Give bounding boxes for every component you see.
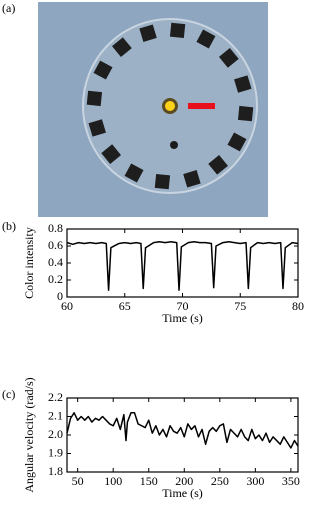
y-tick-label: 0.4 bbox=[48, 255, 63, 269]
y-tick-label: 2.0 bbox=[48, 427, 63, 441]
magnet bbox=[169, 22, 186, 39]
y-tick-label: 0.8 bbox=[48, 221, 63, 235]
magnet bbox=[112, 37, 132, 58]
plot-frame bbox=[66, 397, 299, 473]
magnet bbox=[237, 105, 254, 122]
magnet bbox=[154, 173, 171, 190]
y-axis-label: Angular velocity (rad/s) bbox=[22, 377, 36, 492]
x-tick-label: 200 bbox=[175, 474, 193, 488]
x-tick-label: 60 bbox=[61, 299, 73, 313]
panel-label: (c) bbox=[2, 387, 15, 401]
panel-label: (b) bbox=[2, 219, 16, 233]
magnets bbox=[86, 22, 254, 190]
y-tick-label: 1.9 bbox=[48, 445, 63, 459]
scale-bar bbox=[188, 103, 215, 109]
magnet bbox=[86, 90, 103, 107]
x-tick-label: 250 bbox=[211, 474, 229, 488]
figure: (a) (b) 0 0.2 0.4 0.6 0.8 60 65 70 75 80 Time (s) Co… bbox=[2, 1, 304, 500]
y-axis-label: Color intensity bbox=[22, 227, 36, 299]
x-tick-label: 65 bbox=[119, 299, 131, 313]
magnet bbox=[139, 24, 157, 42]
magnet bbox=[196, 29, 216, 49]
x-tick-label: 80 bbox=[292, 299, 304, 313]
x-tick-label: 100 bbox=[104, 474, 122, 488]
y-tick-label: 0.6 bbox=[48, 238, 63, 252]
x-tick-label: 75 bbox=[234, 299, 246, 313]
plot-frame bbox=[66, 228, 299, 298]
magnet bbox=[88, 119, 106, 137]
y-tick-label: 0.2 bbox=[48, 272, 63, 286]
dot bbox=[170, 141, 178, 149]
x-tick-label: 150 bbox=[140, 474, 158, 488]
y-tick-label: 0 bbox=[57, 289, 63, 303]
magnet bbox=[93, 60, 113, 80]
data-line bbox=[66, 241, 299, 291]
x-tick-label: 350 bbox=[282, 474, 300, 488]
data-line bbox=[66, 412, 299, 449]
magnet bbox=[218, 48, 239, 68]
x-tick-label: 50 bbox=[72, 474, 84, 488]
panel-label: (a) bbox=[2, 1, 15, 15]
y-tick-label: 2.2 bbox=[48, 390, 63, 404]
magnet bbox=[183, 170, 201, 188]
magnet bbox=[227, 132, 247, 152]
magnet bbox=[101, 144, 122, 164]
magnet bbox=[208, 154, 228, 175]
photo bbox=[38, 2, 268, 217]
magnet bbox=[234, 75, 252, 93]
magnet bbox=[124, 163, 144, 183]
x-tick-label: 300 bbox=[246, 474, 264, 488]
x-axis-label: Time (s) bbox=[162, 486, 203, 500]
y-tick-label: 1.8 bbox=[48, 464, 63, 478]
light-spot bbox=[165, 101, 175, 111]
x-tick-label: 70 bbox=[177, 299, 189, 313]
y-tick-label: 2.1 bbox=[48, 408, 63, 422]
x-axis-label: Time (s) bbox=[162, 311, 203, 325]
